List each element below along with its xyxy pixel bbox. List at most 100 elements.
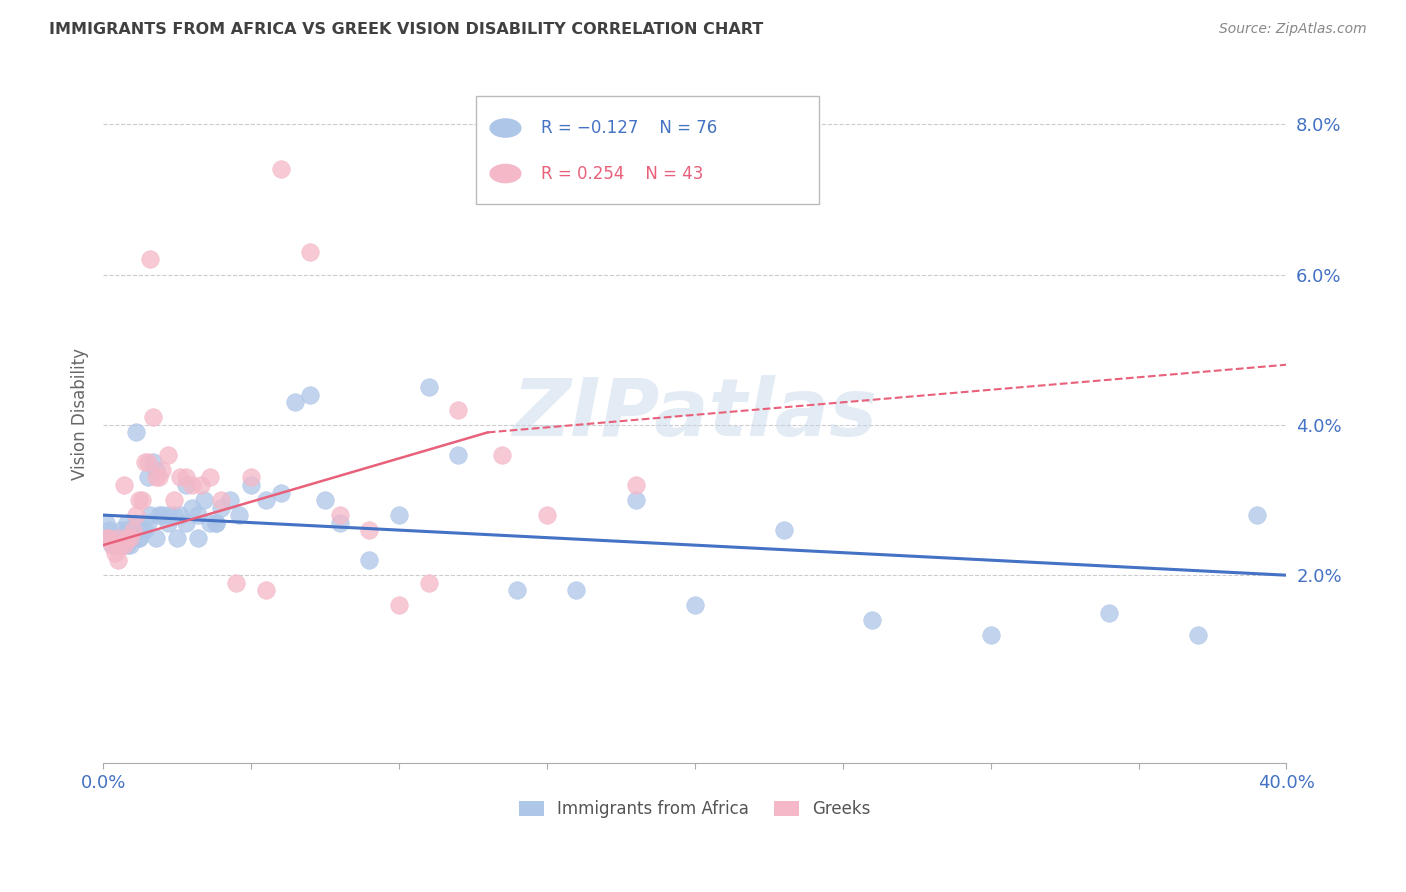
Text: IMMIGRANTS FROM AFRICA VS GREEK VISION DISABILITY CORRELATION CHART: IMMIGRANTS FROM AFRICA VS GREEK VISION D…: [49, 22, 763, 37]
Point: [169, 508, 191, 522]
Point: [418, 380, 440, 394]
Point: [198, 470, 221, 484]
Point: [107, 531, 129, 545]
Point: [107, 531, 129, 545]
Point: [624, 493, 647, 508]
Point: [860, 613, 883, 627]
Point: [624, 478, 647, 492]
Point: [101, 538, 124, 552]
Point: [98, 531, 121, 545]
Text: Source: ZipAtlas.com: Source: ZipAtlas.com: [1219, 22, 1367, 37]
Point: [118, 531, 141, 545]
Point: [145, 463, 167, 477]
Point: [157, 508, 180, 522]
Point: [136, 516, 159, 530]
Point: [98, 531, 121, 545]
Point: [772, 523, 794, 537]
Point: [254, 583, 277, 598]
Point: [131, 493, 153, 508]
Point: [134, 455, 156, 469]
Point: [174, 470, 197, 484]
Point: [142, 455, 165, 469]
Point: [101, 531, 124, 545]
Point: [124, 508, 146, 522]
Point: [121, 523, 143, 537]
Point: [536, 508, 558, 522]
Point: [112, 538, 135, 552]
FancyBboxPatch shape: [475, 95, 820, 204]
Point: [204, 516, 226, 530]
Point: [110, 538, 132, 552]
Point: [131, 523, 153, 537]
Point: [447, 448, 470, 462]
Point: [148, 508, 170, 522]
Point: [225, 575, 247, 590]
Point: [314, 493, 336, 508]
Point: [145, 531, 167, 545]
Point: [1098, 606, 1121, 620]
Y-axis label: Vision Disability: Vision Disability: [72, 348, 89, 480]
Point: [1187, 628, 1209, 642]
Point: [198, 516, 221, 530]
Point: [142, 410, 165, 425]
Point: [110, 523, 132, 537]
Point: [359, 523, 381, 537]
Point: [136, 470, 159, 484]
Point: [124, 516, 146, 530]
Text: R = −0.127    N = 76: R = −0.127 N = 76: [541, 119, 717, 137]
Point: [104, 546, 127, 560]
Point: [388, 599, 411, 613]
Text: R = 0.254    N = 43: R = 0.254 N = 43: [541, 164, 703, 183]
Point: [150, 508, 173, 522]
Point: [240, 470, 263, 484]
Point: [110, 538, 132, 552]
Point: [174, 516, 197, 530]
Point: [101, 538, 124, 552]
Point: [115, 523, 138, 537]
Point: [134, 523, 156, 537]
Point: [187, 508, 209, 522]
Point: [187, 531, 209, 545]
Point: [121, 523, 143, 537]
Point: [299, 388, 322, 402]
Point: [104, 531, 127, 545]
Point: [211, 500, 233, 515]
Point: [98, 523, 121, 537]
Point: [169, 470, 191, 484]
Point: [128, 493, 150, 508]
Point: [112, 531, 135, 545]
Point: [104, 538, 127, 552]
Circle shape: [491, 119, 520, 137]
Point: [115, 531, 138, 545]
Point: [115, 516, 138, 530]
Point: [148, 470, 170, 484]
Point: [284, 395, 307, 409]
Point: [157, 516, 180, 530]
Point: [145, 470, 167, 484]
Point: [447, 402, 470, 417]
Point: [94, 516, 117, 530]
Point: [240, 478, 263, 492]
Point: [565, 583, 588, 598]
Point: [1246, 508, 1268, 522]
Point: [166, 531, 188, 545]
Point: [980, 628, 1002, 642]
Point: [388, 508, 411, 522]
Point: [115, 538, 138, 552]
Point: [124, 425, 146, 440]
Point: [329, 516, 352, 530]
Point: [359, 553, 381, 567]
Point: [180, 478, 202, 492]
Point: [270, 485, 292, 500]
Point: [174, 478, 197, 492]
Point: [163, 508, 186, 522]
Point: [124, 523, 146, 537]
Point: [211, 493, 233, 508]
Point: [118, 523, 141, 537]
Point: [107, 538, 129, 552]
Point: [228, 508, 250, 522]
Point: [136, 455, 159, 469]
Point: [270, 162, 292, 177]
Point: [139, 508, 162, 522]
Point: [204, 516, 226, 530]
